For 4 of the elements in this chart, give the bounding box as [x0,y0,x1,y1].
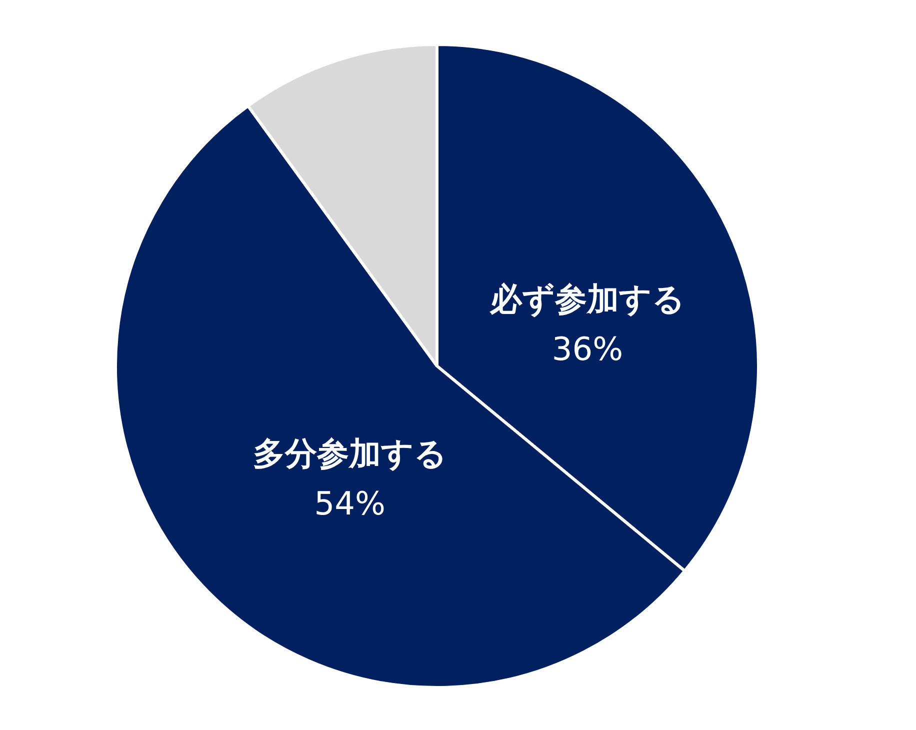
slice-label: 多分参加する [252,434,447,472]
data-label: 36% [552,330,624,368]
slice-label: 必ず参加する [488,280,685,318]
data-label: 54% [314,484,386,522]
